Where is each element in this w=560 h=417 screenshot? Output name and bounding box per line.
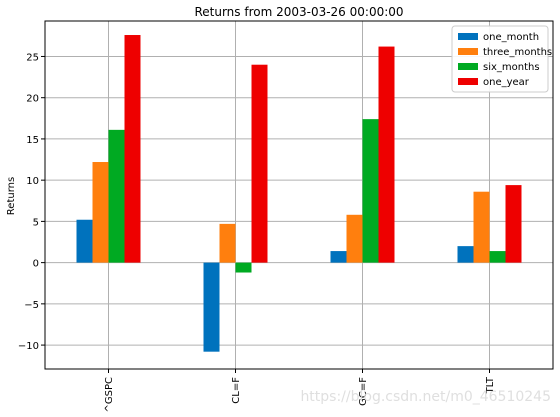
bars	[76, 35, 522, 352]
bar-six_months-TLT	[489, 251, 506, 263]
y-tick-label: −10	[18, 341, 39, 352]
y-tick-label: 25	[26, 52, 39, 63]
y-tick-label: 10	[26, 176, 39, 187]
y-tick-label: −5	[24, 300, 39, 311]
bar-six_months-GC=F	[362, 119, 379, 263]
y-axis-label: Returns	[6, 177, 17, 215]
x-axis-ticks: ^GSPC CL=F GC=F TLT	[104, 369, 496, 413]
legend-swatch-one_month	[458, 33, 478, 40]
legend-label-one_year: one_year	[483, 77, 530, 88]
legend-swatch-six_months	[458, 63, 478, 70]
plot-frame	[44, 20, 554, 370]
x-tick-label: GC=F	[358, 377, 369, 406]
x-tick-label: CL=F	[231, 377, 242, 404]
y-tick-label: 0	[33, 259, 39, 270]
x-tick-label: ^GSPC	[104, 377, 115, 413]
legend-box	[451, 25, 549, 93]
legend-label-six_months: six_months	[483, 62, 540, 73]
legend: one_month three_months six_months one_year	[451, 25, 552, 93]
bar-six_months-^GSPC	[108, 129, 125, 263]
chart-title: Returns from 2003-03-26 00:00:00	[194, 5, 403, 19]
legend-swatch-one_year	[458, 78, 478, 85]
y-tick-label: 15	[26, 135, 39, 146]
bar-one_month-TLT	[457, 246, 474, 263]
bar-three_months-GC=F	[346, 214, 363, 263]
bar-one_year-CL=F	[251, 64, 268, 263]
bar-one_year-^GSPC	[124, 35, 141, 263]
y-tick-label: 20	[26, 94, 39, 105]
bar-one_month-^GSPC	[76, 219, 93, 263]
bar-one_month-GC=F	[330, 251, 347, 263]
bar-six_months-CL=F	[235, 262, 252, 273]
bar-one_year-TLT	[505, 185, 522, 263]
bar-three_months-TLT	[473, 191, 490, 263]
watermark-text: https://blog.csdn.net/m0_46510245	[300, 389, 551, 405]
bar-one_month-CL=F	[203, 262, 220, 352]
legend-swatch-three_months	[458, 48, 478, 55]
legend-label-three_months: three_months	[483, 47, 552, 58]
bar-three_months-CL=F	[219, 223, 236, 263]
y-tick-label: 5	[33, 217, 39, 228]
legend-label-one_month: one_month	[483, 32, 539, 43]
bar-three_months-^GSPC	[92, 162, 109, 263]
bar-one_year-GC=F	[378, 46, 395, 263]
x-tick-label: TLT	[485, 376, 496, 394]
y-axis-ticks: −10 −5 0 5 10 15 20 25	[18, 52, 45, 352]
